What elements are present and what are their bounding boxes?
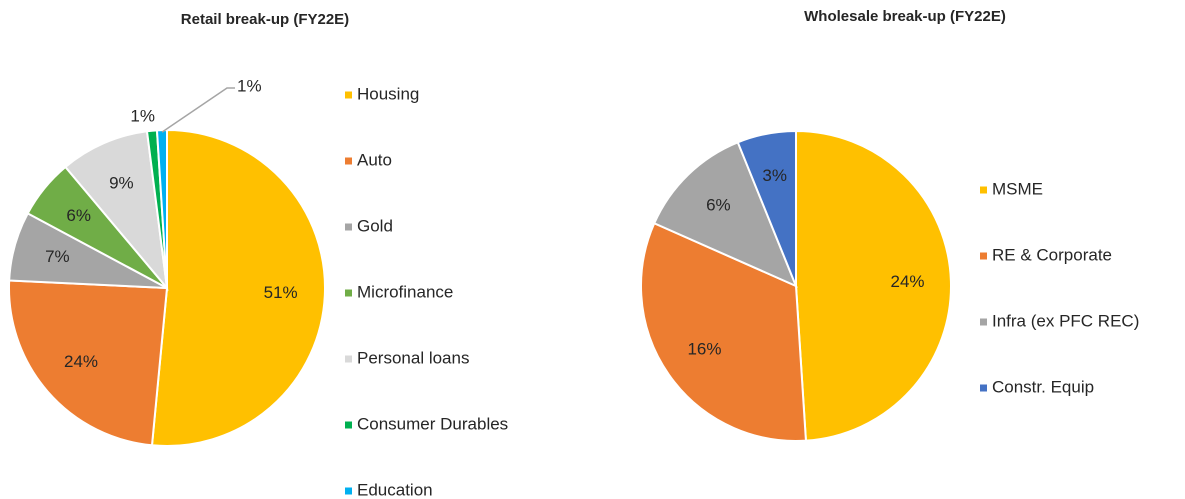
legend-label: MSME bbox=[992, 179, 1043, 198]
chart-title: Wholesale break-up (FY22E) bbox=[804, 8, 1006, 25]
data-label: 6% bbox=[706, 195, 731, 214]
legend-swatch bbox=[345, 91, 352, 99]
legend-label: Education bbox=[357, 480, 433, 499]
legend-swatch bbox=[980, 318, 987, 326]
legend-label: Microfinance bbox=[357, 282, 453, 301]
legend-label: Gold bbox=[357, 216, 393, 235]
data-label: 3% bbox=[762, 166, 787, 185]
data-label: 7% bbox=[45, 247, 70, 266]
legend-swatch bbox=[980, 186, 987, 194]
data-label: 24% bbox=[891, 272, 925, 291]
legend-label: Infra (ex PFC REC) bbox=[992, 311, 1139, 330]
legend-label: RE & Corporate bbox=[992, 245, 1112, 264]
pie-slice bbox=[8, 279, 169, 447]
pie-slice bbox=[150, 128, 326, 447]
legend-swatch bbox=[345, 157, 352, 165]
pie-slice bbox=[155, 128, 168, 289]
legend-swatch bbox=[345, 355, 352, 363]
legend-swatch bbox=[345, 223, 352, 231]
data-label: 1% bbox=[237, 76, 262, 95]
data-label: 16% bbox=[687, 339, 721, 358]
data-label: 6% bbox=[66, 206, 91, 225]
legend-swatch bbox=[345, 421, 352, 429]
legend-swatch bbox=[345, 487, 352, 495]
data-label: 24% bbox=[64, 352, 98, 371]
legend-swatch bbox=[980, 252, 987, 260]
legend-swatch bbox=[980, 384, 987, 392]
legend-label: Constr. Equip bbox=[992, 377, 1094, 396]
data-label: 51% bbox=[264, 283, 298, 302]
data-label: 1% bbox=[130, 106, 155, 125]
pie-slice bbox=[64, 130, 169, 292]
pie-slice bbox=[652, 141, 798, 288]
pie-slice bbox=[795, 129, 952, 442]
pie-slice bbox=[640, 221, 807, 442]
pie-slice bbox=[736, 129, 797, 287]
legend-label: Consumer Durables bbox=[357, 414, 508, 433]
leader-line bbox=[161, 87, 235, 133]
legend-label: Auto bbox=[357, 150, 392, 169]
legend-swatch bbox=[345, 289, 352, 297]
legend-label: Personal loans bbox=[357, 348, 469, 367]
chart-title: Retail break-up (FY22E) bbox=[181, 11, 349, 28]
legend-label: Housing bbox=[357, 84, 419, 103]
data-label: 9% bbox=[109, 173, 134, 192]
